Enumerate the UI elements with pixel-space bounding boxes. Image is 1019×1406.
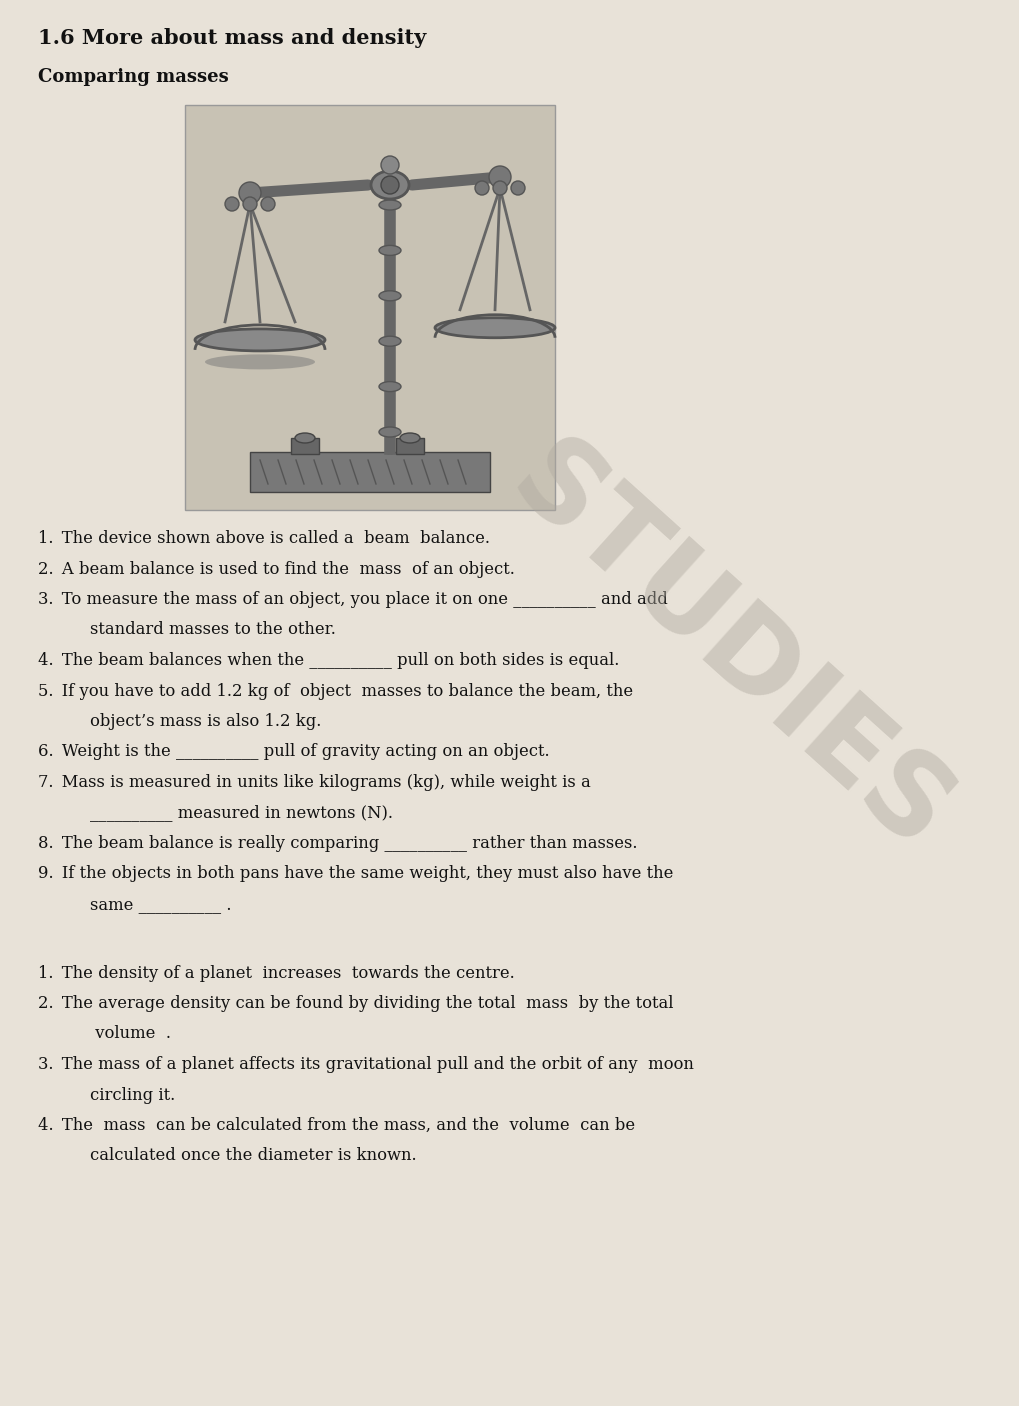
Text: standard masses to the other.: standard masses to the other. [90, 621, 335, 638]
Text: volume  .: volume . [90, 1025, 171, 1042]
Ellipse shape [294, 433, 315, 443]
Circle shape [511, 181, 525, 195]
Text: circling it.: circling it. [90, 1087, 175, 1104]
Text: 2. A beam balance is used to find the  mass  of an object.: 2. A beam balance is used to find the ma… [38, 561, 515, 578]
Text: 6. Weight is the __________ pull of gravity acting on an object.: 6. Weight is the __________ pull of grav… [38, 744, 549, 761]
Text: 4. The beam balances when the __________ pull on both sides is equal.: 4. The beam balances when the __________… [38, 652, 619, 669]
Ellipse shape [399, 433, 420, 443]
Text: object’s mass is also 1.2 kg.: object’s mass is also 1.2 kg. [90, 713, 321, 730]
Ellipse shape [379, 336, 400, 346]
Circle shape [488, 166, 511, 188]
Text: 3. The mass of a planet affects its gravitational pull and the orbit of any  moo: 3. The mass of a planet affects its grav… [38, 1056, 693, 1073]
Text: same __________ .: same __________ . [90, 896, 231, 912]
Text: 7. Mass is measured in units like kilograms (kg), while weight is a: 7. Mass is measured in units like kilogr… [38, 773, 590, 792]
Circle shape [238, 181, 261, 204]
Text: 2. The average density can be found by dividing the total  mass  by the total: 2. The average density can be found by d… [38, 995, 673, 1012]
Circle shape [225, 197, 238, 211]
Circle shape [492, 181, 506, 195]
Ellipse shape [195, 329, 325, 352]
Circle shape [381, 176, 398, 194]
Text: STUDIES: STUDIES [488, 425, 970, 875]
Text: calculated once the diameter is known.: calculated once the diameter is known. [90, 1147, 416, 1164]
Text: 5. If you have to add 1.2 kg of  object  masses to balance the beam, the: 5. If you have to add 1.2 kg of object m… [38, 682, 633, 700]
Text: 4. The  mass  can be calculated from the mass, and the  volume  can be: 4. The mass can be calculated from the m… [38, 1116, 635, 1135]
Text: 1.6 More about mass and density: 1.6 More about mass and density [38, 28, 426, 48]
Text: 1. The device shown above is called a  beam  balance.: 1. The device shown above is called a be… [38, 530, 489, 547]
Text: Comparing masses: Comparing masses [38, 67, 228, 86]
Ellipse shape [371, 172, 409, 200]
Ellipse shape [381, 156, 398, 174]
Circle shape [261, 197, 275, 211]
Ellipse shape [379, 381, 400, 392]
Text: 1. The density of a planet  increases  towards the centre.: 1. The density of a planet increases tow… [38, 965, 515, 981]
Text: __________ measured in newtons (N).: __________ measured in newtons (N). [90, 804, 392, 821]
Ellipse shape [379, 291, 400, 301]
Circle shape [243, 197, 257, 211]
Ellipse shape [434, 318, 554, 337]
Ellipse shape [379, 200, 400, 209]
Ellipse shape [379, 427, 400, 437]
FancyBboxPatch shape [290, 439, 319, 454]
Text: 3. To measure the mass of an object, you place it on one __________ and add: 3. To measure the mass of an object, you… [38, 591, 667, 607]
Text: 9. If the objects in both pans have the same weight, they must also have the: 9. If the objects in both pans have the … [38, 866, 673, 883]
Circle shape [475, 181, 488, 195]
FancyBboxPatch shape [395, 439, 424, 454]
FancyBboxPatch shape [184, 105, 554, 510]
FancyBboxPatch shape [250, 451, 489, 492]
Ellipse shape [379, 246, 400, 256]
Text: 8. The beam balance is really comparing __________ rather than masses.: 8. The beam balance is really comparing … [38, 835, 637, 852]
Ellipse shape [205, 354, 315, 370]
